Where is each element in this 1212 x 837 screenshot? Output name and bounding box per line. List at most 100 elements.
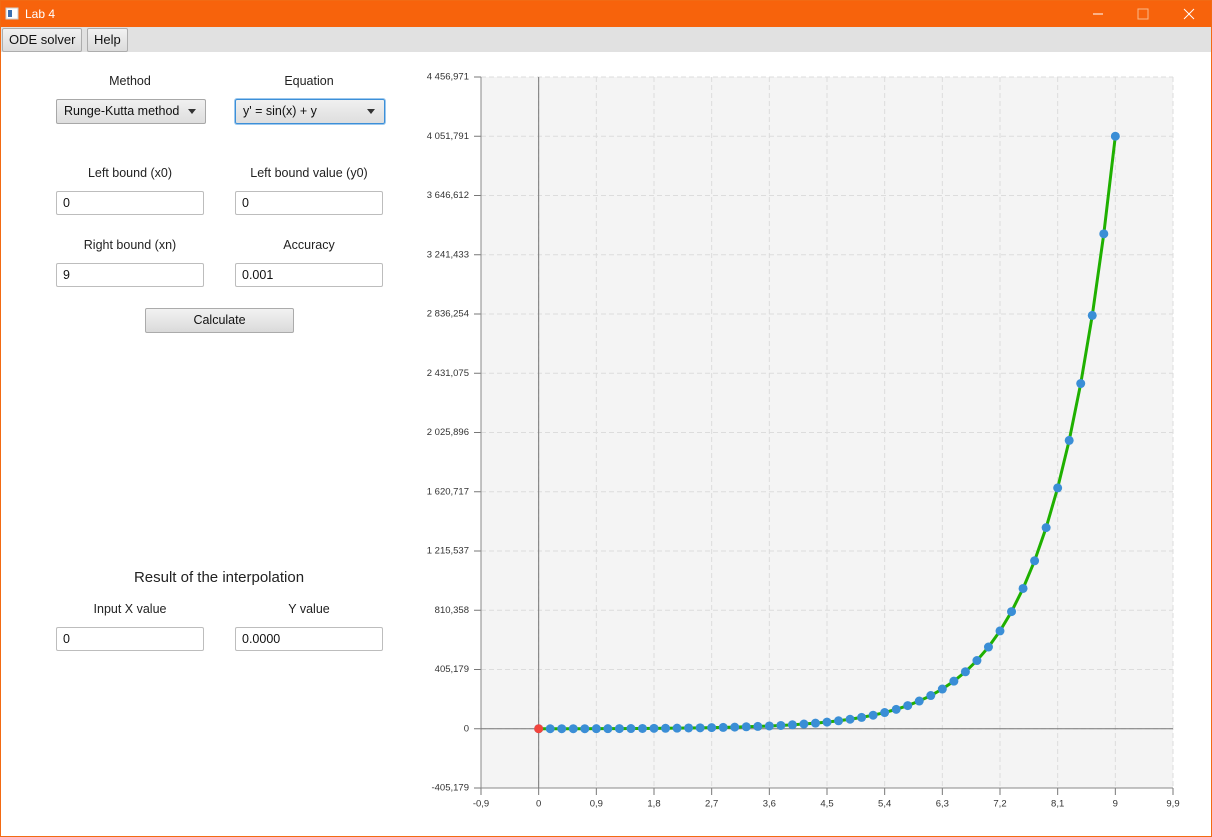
data-point: [1099, 229, 1109, 239]
menu-item[interactable]: Help: [87, 28, 128, 52]
x-tick-label: 8,1: [1051, 799, 1064, 810]
x-tick-label: 0,9: [590, 799, 603, 810]
accuracy-input[interactable]: 0.001: [235, 263, 383, 287]
data-point: [995, 626, 1005, 636]
data-point: [960, 667, 970, 677]
data-point: [857, 712, 867, 722]
window-title: Lab 4: [25, 7, 56, 21]
method-dropdown[interactable]: Runge-Kutta method: [56, 99, 206, 124]
data-point: [1064, 435, 1074, 445]
section-title: Result of the interpolation: [133, 569, 305, 586]
data-point: [557, 724, 567, 734]
y-tick-label: 3 241,433: [427, 249, 469, 260]
y-tick-label: 1 215,537: [427, 546, 469, 557]
xn-input[interactable]: 9: [56, 263, 204, 287]
label: Y value: [288, 602, 330, 616]
data-point: [649, 723, 659, 733]
data-point: [568, 724, 578, 734]
data-point: [1076, 379, 1086, 389]
data-point: [730, 722, 740, 732]
data-point: [764, 721, 774, 731]
label: Method: [109, 74, 151, 88]
y-tick-label: -405,179: [431, 783, 469, 794]
data-point: [787, 720, 797, 730]
y-tick-label: 405,179: [435, 664, 469, 675]
data-point: [661, 723, 671, 733]
data-point: [707, 723, 717, 733]
data-point: [845, 714, 855, 724]
data-point: [1030, 556, 1040, 566]
y-tick-label: 2 836,254: [427, 309, 469, 320]
data-point: [1007, 607, 1017, 617]
title-icons: [5, 7, 1195, 20]
data-point: [637, 723, 647, 733]
calculate-button[interactable]: Calculate: [145, 308, 294, 333]
data-point: [626, 724, 636, 734]
label: Left bound (x0): [87, 166, 173, 180]
data-point: [937, 684, 947, 694]
y0-input[interactable]: 0: [235, 191, 383, 215]
x-tick-label: 7,2: [993, 799, 1006, 810]
x-tick-label: 3,6: [763, 799, 776, 810]
data-point: [810, 718, 820, 728]
data-point: [545, 724, 555, 734]
y-tick-label: 2 431,075: [427, 368, 469, 379]
data-point: [614, 724, 624, 734]
data-point: [822, 717, 832, 727]
data-point: [1041, 523, 1051, 533]
label: Accuracy: [283, 238, 335, 252]
x0-input[interactable]: 0: [56, 191, 204, 215]
data-point: [972, 656, 982, 666]
y-tick-label: 810,358: [435, 605, 469, 616]
x-tick-label: 9,9: [1166, 799, 1179, 810]
y-output: 0.0000: [235, 627, 383, 651]
data-point: [695, 723, 705, 733]
equation-dropdown[interactable]: y' = sin(x) + y: [235, 99, 385, 124]
x-input[interactable]: 0: [56, 627, 204, 651]
x-tick-label: 2,7: [705, 799, 718, 810]
y-tick-label: 1 620,717: [427, 486, 469, 497]
data-point: [880, 708, 890, 718]
data-point: [949, 676, 959, 686]
label: Right bound (xn): [83, 238, 177, 252]
x-tick-label: 6,3: [936, 799, 949, 810]
y-tick-label: 4 051,791: [427, 131, 469, 142]
label: Left bound value (y0): [250, 166, 368, 180]
x-tick-label: 1,8: [647, 799, 660, 810]
label: Equation: [284, 74, 334, 88]
data-point: [799, 719, 809, 729]
data-point: [891, 704, 901, 714]
data-point: [1053, 483, 1063, 493]
data-point: [983, 642, 993, 652]
data-point: [580, 724, 590, 734]
title-bar: Lab 4: [1, 1, 1211, 27]
data-point: [868, 710, 878, 720]
data-point: [603, 724, 613, 734]
data-point: [534, 724, 544, 734]
menu-item[interactable]: ODE solver: [2, 28, 83, 52]
y-tick-label: 3 646,612: [427, 190, 469, 201]
data-point: [834, 716, 844, 726]
data-point: [1087, 310, 1097, 320]
data-point: [926, 691, 936, 701]
data-point: [591, 724, 601, 734]
x-tick-label: 4,5: [820, 799, 833, 810]
x-tick-label: 0: [536, 799, 541, 810]
y-tick-label: 4 456,971: [427, 72, 469, 83]
y-tick-label: 2 025,896: [427, 427, 469, 438]
data-point: [684, 723, 694, 733]
data-point: [1110, 131, 1120, 141]
data-point: [672, 723, 682, 733]
label: Input X value: [93, 602, 167, 616]
y-tick-label: 0: [464, 723, 469, 734]
data-point: [776, 720, 786, 730]
chart: -405,179 0 405,179 810,358 1 215,537 1 620,71…: [427, 72, 1180, 810]
x-tick-label: -0,9: [473, 799, 489, 810]
data-point: [914, 696, 924, 706]
x-tick-label: 9: [1113, 799, 1118, 810]
data-point: [753, 721, 763, 731]
data-point: [903, 701, 913, 711]
menu-bar: ODE solver Help: [1, 27, 1211, 52]
data-point: [1018, 583, 1028, 593]
